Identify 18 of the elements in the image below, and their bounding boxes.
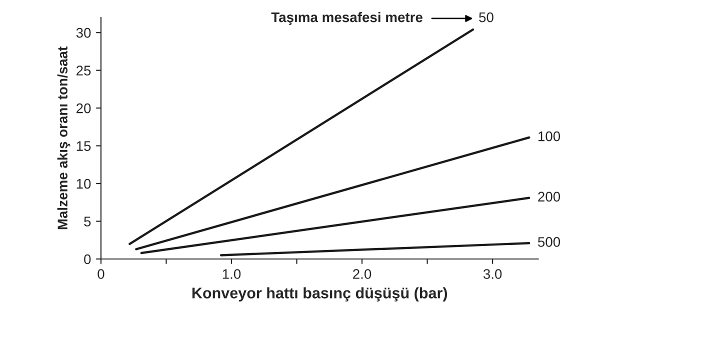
y-tick-label: 25	[76, 66, 91, 76]
x-tick-label: 0	[98, 269, 104, 279]
y-tick-label: 15	[76, 141, 91, 151]
series-label: 200	[538, 192, 560, 202]
x-axis-title: Konveyor hattı basınç düşüşü (bar)	[192, 287, 448, 302]
y-tick-label: 20	[76, 103, 91, 114]
y-tick-label: 5	[84, 216, 91, 226]
annotation: Taşıma mesafesi metre	[271, 12, 422, 25]
y-tick-label: 30	[76, 28, 91, 38]
y-tick-label: 0	[84, 254, 91, 264]
y-tick-label: 10	[76, 178, 91, 189]
series-label: 500	[538, 237, 560, 247]
series-label: 100	[538, 131, 560, 142]
series-label: 50	[479, 12, 494, 22]
x-tick-label: 2.0	[353, 269, 372, 279]
x-tick-label: 1.0	[222, 269, 241, 279]
y-axis-title: Malzeme akış oranı ton/saat	[57, 46, 70, 230]
x-tick-label: 3.0	[483, 269, 502, 279]
